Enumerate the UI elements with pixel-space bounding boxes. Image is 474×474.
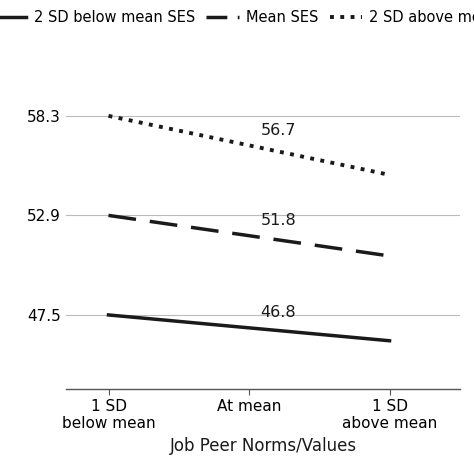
Text: 56.7: 56.7 [260, 123, 296, 138]
Legend: 2 SD below mean SES, Mean SES, 2 SD above mean SES: 2 SD below mean SES, Mean SES, 2 SD abov… [0, 4, 474, 31]
Text: 51.8: 51.8 [260, 213, 296, 228]
Text: 46.8: 46.8 [260, 305, 296, 320]
X-axis label: Job Peer Norms/Values: Job Peer Norms/Values [170, 437, 356, 455]
